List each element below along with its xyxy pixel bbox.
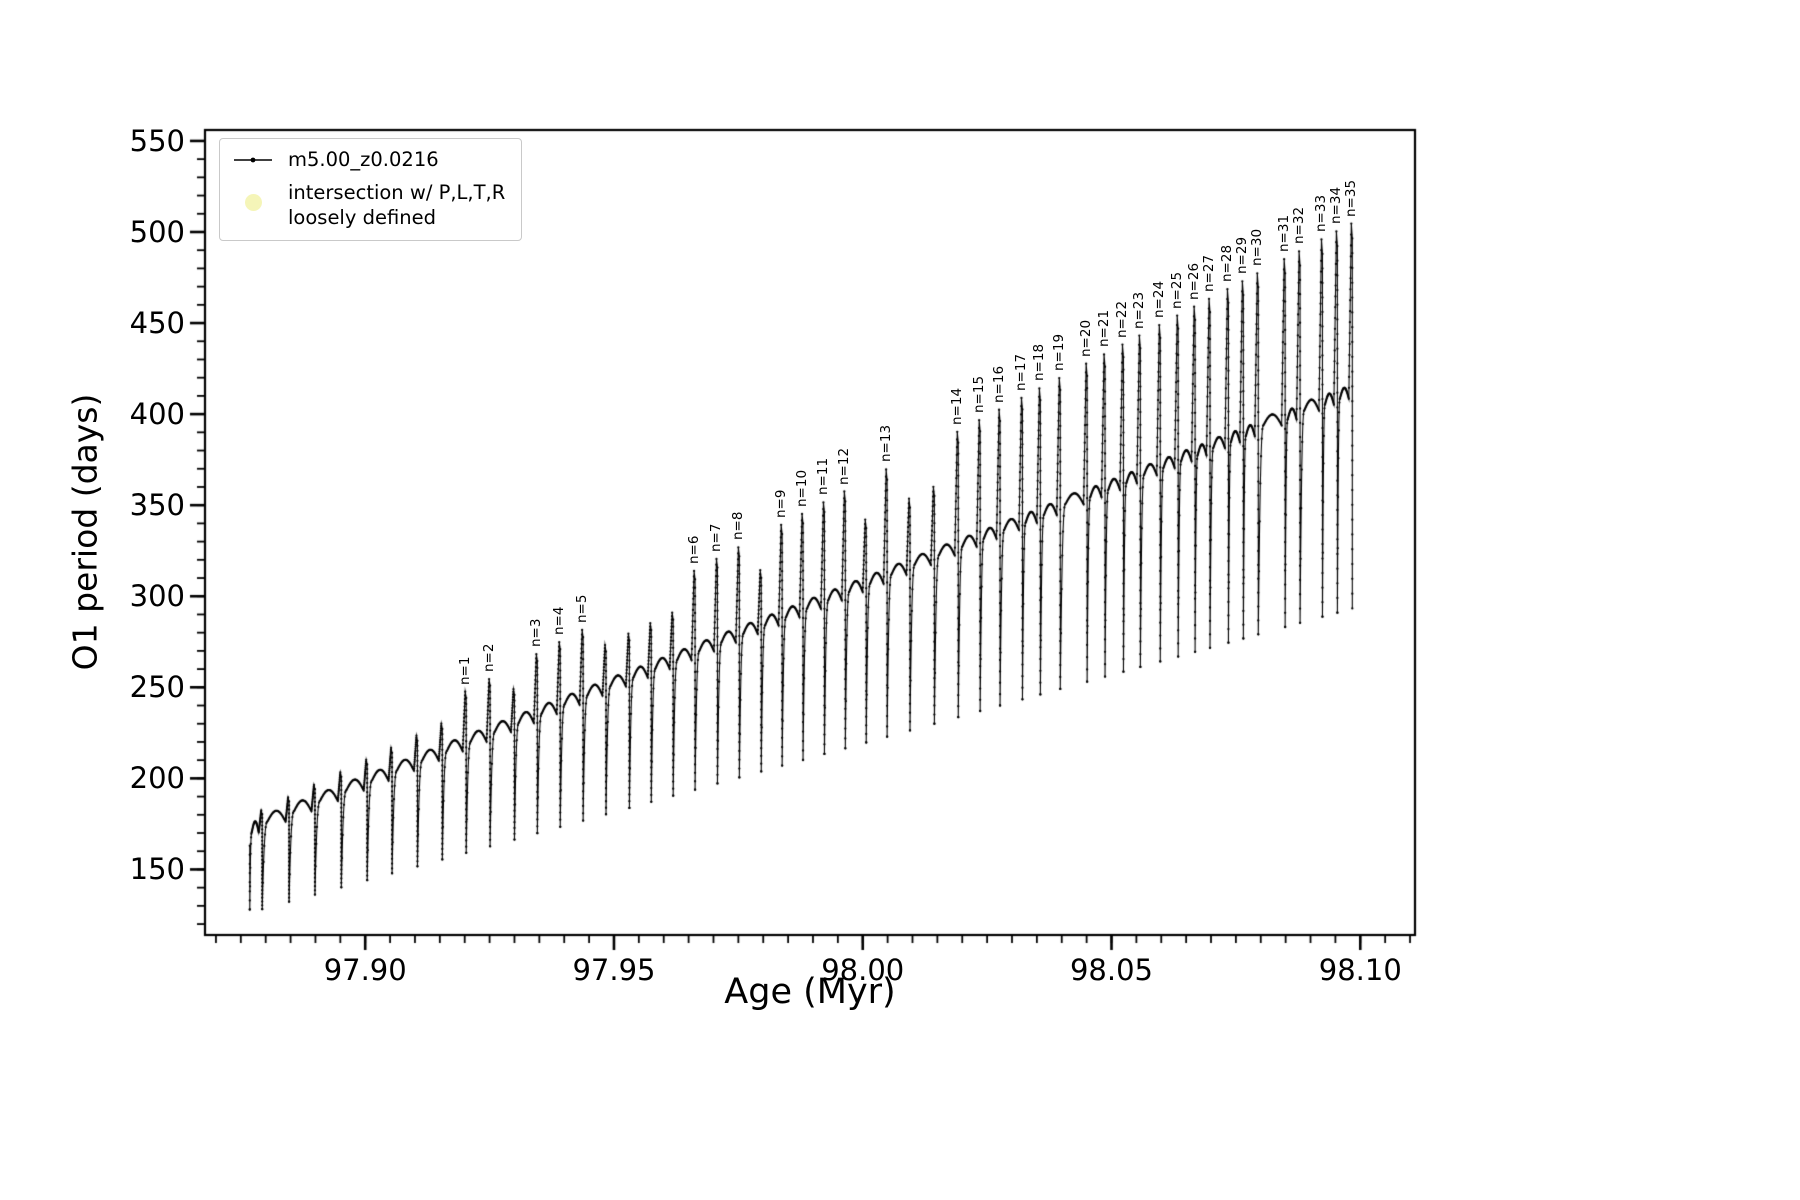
- y-tick-label: 450: [129, 306, 185, 341]
- x-axis-label: Age (Myr): [724, 972, 896, 1012]
- spike-label: n=4: [551, 606, 568, 636]
- spike-label: n=12: [836, 447, 853, 485]
- spike-label: n=26: [1186, 262, 1203, 300]
- y-tick-label: 200: [129, 761, 185, 796]
- spike-label: n=13: [878, 425, 895, 463]
- spike-label: n=22: [1114, 300, 1131, 338]
- spike-label: n=16: [991, 365, 1008, 403]
- spike-label: n=10: [794, 469, 811, 507]
- legend-entry-intersection: intersection w/ P,L,T,R loosely defined: [232, 180, 505, 230]
- spike-label: n=1: [457, 656, 474, 685]
- spike-label: n=19: [1051, 334, 1068, 372]
- legend: m5.00_z0.0216 intersection w/ P,L,T,R lo…: [219, 138, 523, 241]
- spike-label: n=32: [1291, 207, 1308, 245]
- y-tick-label: 300: [129, 579, 185, 614]
- spike-label: n=24: [1151, 281, 1168, 319]
- spike-label: n=5: [574, 594, 591, 623]
- y-axis-label: O1 period (days): [65, 393, 105, 671]
- y-tick-label: 550: [129, 123, 185, 158]
- y-tick-label: 500: [129, 214, 185, 249]
- x-tick-label: 98.05: [1069, 953, 1154, 987]
- spike-label: n=15: [971, 376, 988, 414]
- spike-label: n=9: [773, 489, 790, 518]
- legend-label-intersection-line1: intersection w/ P,L,T,R: [288, 181, 506, 204]
- x-tick-label: 97.95: [572, 953, 656, 987]
- spike-label: n=21: [1096, 310, 1113, 348]
- legend-entry-series: m5.00_z0.0216: [232, 147, 505, 172]
- spike-label: n=35: [1343, 179, 1360, 217]
- spike-label: n=17: [1013, 353, 1030, 391]
- spike-label: n=20: [1078, 319, 1095, 357]
- spike-label: n=31: [1276, 215, 1293, 253]
- line-with-dot-marker-icon: [234, 157, 272, 162]
- x-tick-label: 98.10: [1318, 953, 1402, 987]
- spike-label: n=7: [708, 523, 725, 552]
- legend-label-intersection-line2: loosely defined: [288, 206, 436, 229]
- spike-label: n=6: [686, 535, 703, 564]
- spike-label: n=27: [1201, 254, 1218, 292]
- spike-label: n=30: [1249, 229, 1266, 267]
- spike-label: n=8: [730, 511, 747, 541]
- intersection-dot-icon: [245, 194, 262, 211]
- x-tick-label: 97.90: [323, 953, 407, 987]
- y-tick-label: 250: [129, 670, 185, 705]
- spike-label: n=18: [1031, 344, 1048, 382]
- spike-label: n=25: [1169, 271, 1186, 309]
- y-tick-label: 350: [129, 488, 185, 523]
- y-tick-label: 150: [129, 852, 185, 887]
- legend-label-series: m5.00_z0.0216: [288, 148, 439, 171]
- spike-label: n=2: [481, 643, 498, 673]
- spike-label: n=11: [815, 458, 832, 496]
- spike-label: n=3: [528, 618, 545, 648]
- spike-label: n=14: [949, 387, 966, 425]
- x-tick-label: 98.00: [821, 953, 905, 987]
- y-tick-label: 400: [129, 397, 185, 432]
- spike-label: n=23: [1131, 291, 1148, 329]
